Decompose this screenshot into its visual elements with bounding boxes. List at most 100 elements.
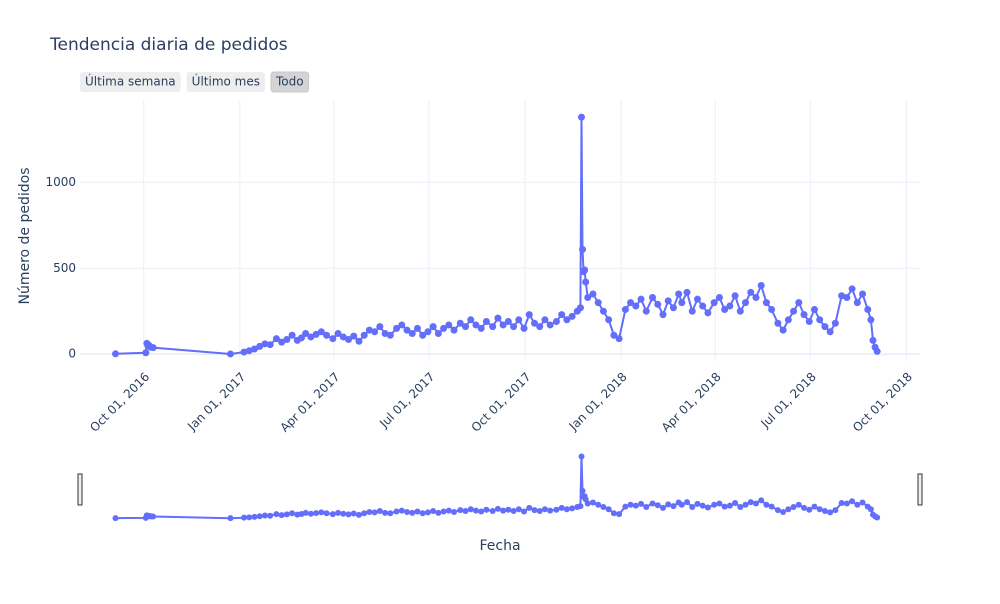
rangeslider-point xyxy=(827,509,834,516)
rangeslider-point xyxy=(678,501,685,508)
rangeslider-point xyxy=(843,500,850,507)
range-button[interactable]: Todo xyxy=(270,71,310,93)
rangeslider-point xyxy=(670,503,677,510)
point xyxy=(582,278,590,286)
rangeslider-point xyxy=(541,506,548,513)
point xyxy=(546,321,554,329)
point xyxy=(510,323,518,331)
point xyxy=(581,266,589,274)
range-button-label[interactable]: Todo xyxy=(275,75,304,89)
rangeslider-point xyxy=(579,487,586,494)
rangeslider-point xyxy=(112,515,119,522)
point xyxy=(605,316,613,324)
range-button[interactable]: Última semana xyxy=(80,72,181,92)
rangeslider-point xyxy=(605,506,612,513)
rangeslider-point xyxy=(811,503,818,510)
rangeslider-point xyxy=(684,499,691,506)
point xyxy=(525,311,533,319)
rangeslider-point xyxy=(261,512,268,519)
point xyxy=(408,330,416,338)
point xyxy=(403,326,411,334)
point xyxy=(504,318,512,326)
range-button-bg[interactable] xyxy=(80,72,181,92)
rangeslider-handle[interactable] xyxy=(77,473,83,506)
rangeslider-point xyxy=(451,508,458,515)
point xyxy=(283,336,291,344)
point xyxy=(736,307,744,315)
point xyxy=(530,319,538,327)
rangeslider-point xyxy=(569,505,576,512)
rangeslider-point xyxy=(467,506,474,513)
point xyxy=(424,328,432,336)
point xyxy=(462,323,470,331)
point xyxy=(456,319,464,327)
point xyxy=(795,299,803,307)
point xyxy=(440,324,448,332)
rangeslider-point xyxy=(267,512,274,519)
point xyxy=(312,330,320,338)
rangeslider-point xyxy=(472,507,479,514)
rangeslider-point xyxy=(854,501,861,508)
rangeslider-point xyxy=(859,499,866,506)
range-button-label[interactable]: Último mes xyxy=(192,74,260,89)
point xyxy=(568,312,576,320)
point xyxy=(731,292,739,300)
rangeslider-point xyxy=(558,504,565,511)
rangeslider-point xyxy=(627,501,634,508)
point xyxy=(742,299,750,307)
rangeslider-point xyxy=(505,506,512,513)
rangeslider-point xyxy=(849,498,856,505)
rangeslider-point xyxy=(578,453,585,460)
rangeslider-point xyxy=(307,510,314,517)
point xyxy=(450,326,458,334)
rangeslider-point xyxy=(382,509,389,516)
rangeslider-point xyxy=(462,508,469,515)
y-axis-title: Número de pedidos xyxy=(17,167,33,304)
point xyxy=(226,350,234,358)
point xyxy=(710,299,718,307)
point xyxy=(386,331,394,339)
point xyxy=(589,290,597,298)
rangeslider-point xyxy=(445,507,452,514)
point xyxy=(317,328,325,336)
rangeslider-point xyxy=(345,511,352,518)
rangeslider-point xyxy=(610,510,617,517)
rangeslider-point xyxy=(457,507,464,514)
rangeslider-point xyxy=(584,500,591,507)
rangeslider-point xyxy=(494,505,501,512)
rangeslider-point xyxy=(785,506,792,513)
y-tick-label: 1000 xyxy=(45,175,76,189)
rangeslider-point xyxy=(874,514,881,521)
range-button-bg[interactable] xyxy=(186,72,265,92)
range-button[interactable]: Último mes xyxy=(186,72,265,92)
point xyxy=(577,113,585,121)
point xyxy=(515,316,523,324)
range-button-label[interactable]: Última semana xyxy=(85,74,176,89)
point xyxy=(632,302,640,310)
point xyxy=(649,293,657,301)
point xyxy=(149,344,157,352)
point xyxy=(494,314,502,322)
point xyxy=(726,302,734,310)
rangeslider-point xyxy=(838,500,845,506)
rangeslider-point xyxy=(577,503,584,510)
point xyxy=(610,331,618,339)
point xyxy=(467,316,475,324)
point xyxy=(790,307,798,315)
rangeslider-handle[interactable] xyxy=(917,473,923,506)
point xyxy=(867,316,875,324)
point xyxy=(398,321,406,329)
rangeslider-point xyxy=(649,500,656,507)
point xyxy=(288,331,296,339)
rangeslider-point xyxy=(313,510,320,517)
point xyxy=(297,334,305,342)
rangeslider-point xyxy=(704,504,711,511)
rangeslider-point xyxy=(752,500,759,507)
point xyxy=(477,324,485,332)
rangeslider-point xyxy=(742,501,749,508)
rangeslider-point xyxy=(643,504,650,511)
point xyxy=(413,324,421,332)
range-button-bg[interactable] xyxy=(270,71,310,93)
